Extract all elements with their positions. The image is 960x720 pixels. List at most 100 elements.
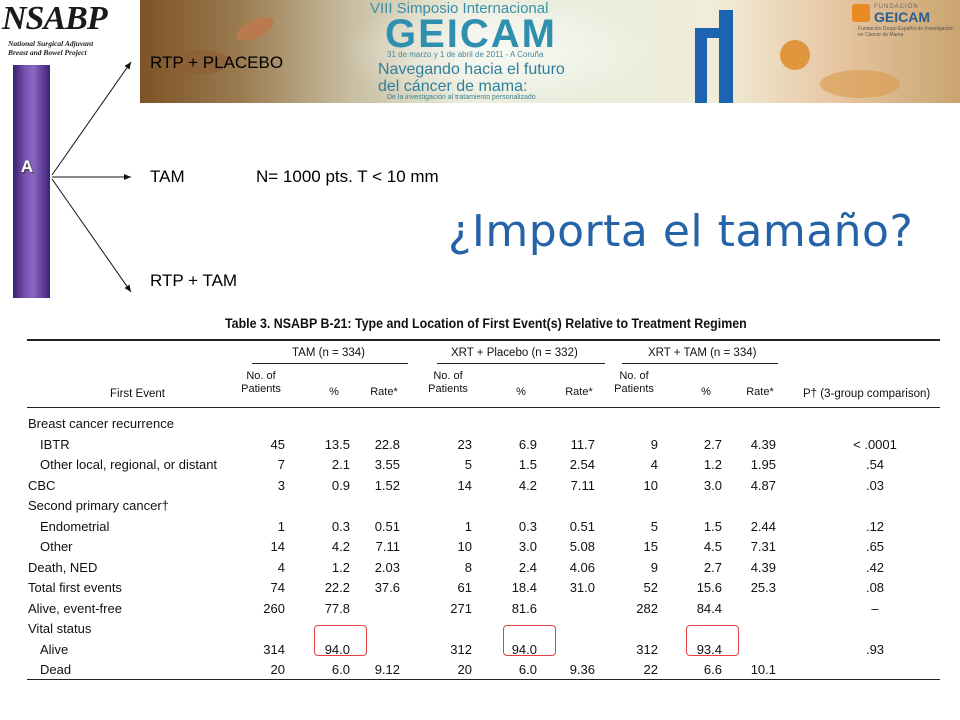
- randomization-label: A: [20, 157, 34, 176]
- group-header-tam: TAM (n = 334): [292, 347, 365, 359]
- table-cell: 5: [650, 518, 658, 534]
- table-cell: 45: [270, 436, 285, 452]
- table-cell: 271: [450, 600, 472, 616]
- geicam-logo-name: GEICAM: [874, 9, 930, 25]
- banner-edition: VIII Simposio Internacional: [370, 0, 549, 17]
- subheader-pct: %: [701, 386, 711, 398]
- table-cell: 314: [263, 641, 285, 657]
- table-cell: 13.5: [324, 436, 350, 452]
- row-label: CBC: [28, 477, 56, 493]
- subheader-rate: Rate*: [370, 386, 398, 398]
- table-cell: 94.0: [324, 641, 350, 657]
- row-label: Endometrial: [40, 518, 110, 534]
- table-cell: 14: [457, 477, 472, 493]
- table-cell: 4.2: [518, 477, 537, 493]
- table-cell: 2.4: [518, 559, 537, 575]
- table-cell: 22.8: [374, 436, 400, 452]
- table-cell: 4: [277, 559, 285, 575]
- table-cell: 2.7: [703, 559, 722, 575]
- group-header-xrt-placebo: XRT + Placebo (n = 332): [451, 347, 578, 359]
- table-row: IBTR 45 13.5 22.8 23 6.9 11.7 9 2.7 4.39 < .0001: [0, 435, 960, 455]
- p-value-cell: .12: [865, 518, 885, 534]
- table-cell: 4.5: [703, 539, 722, 554]
- table-cell: 312: [636, 641, 658, 657]
- table-cell: 10.1: [750, 662, 776, 677]
- subheader-no-patients: No. of Patients: [614, 370, 654, 395]
- table-cell: 23: [457, 436, 472, 452]
- table-cell: 84.4: [696, 600, 722, 616]
- table-cell: 282: [636, 600, 658, 616]
- banner-brand: GEICAM: [385, 12, 557, 56]
- table-cell: 81.6: [511, 600, 537, 616]
- table-cell: 3.0: [703, 477, 722, 493]
- table-cell: 0.3: [331, 518, 350, 534]
- table-cell: 10: [643, 477, 658, 493]
- table-cell: 9: [650, 436, 658, 452]
- table-cell: 61: [457, 580, 472, 595]
- table-cell: 7.11: [570, 477, 595, 493]
- geicam-banner: VIII Simposio Internacional GEICAM 31 de…: [140, 0, 960, 103]
- p-value-cell: .54: [865, 457, 885, 472]
- table-top-rule: [27, 339, 940, 341]
- table-cell: 2.1: [331, 457, 350, 472]
- table-cell: 312: [450, 641, 472, 657]
- row-label: Breast cancer recurrence: [28, 416, 174, 431]
- table-cell: 31.0: [569, 580, 595, 595]
- banner-decoration-left-2: [170, 50, 230, 74]
- arrow-to-arm1: [51, 61, 132, 176]
- table-bottom-rule: [27, 679, 940, 680]
- table-cell: 4.06: [569, 559, 595, 575]
- row-label: Vital status: [28, 621, 92, 636]
- group-rule-tam: [252, 363, 408, 364]
- table-cell: 5.08: [569, 539, 595, 554]
- table-row: Dead 20 6.0 9.12 20 6.0 9.36 22 6.6 10.1: [0, 660, 960, 680]
- slide-title: ¿Importa el tamaño?: [448, 206, 914, 257]
- table-cell: 5: [464, 457, 472, 472]
- table-cell: 260: [263, 600, 285, 616]
- table-cell: 9.36: [569, 662, 595, 677]
- subheader-pct: %: [329, 386, 339, 398]
- table-row: Second primary cancer†: [0, 496, 960, 516]
- table-cell: 94.0: [511, 641, 537, 657]
- geicam-logo-foundation: FUNDACIÓN: [874, 4, 919, 10]
- table-row: Vital status: [0, 619, 960, 639]
- table-cell: 1.95: [750, 457, 776, 472]
- row-label: Other: [40, 539, 73, 554]
- table-row: Other 14 4.2 7.11 10 3.0 5.08 15 4.5 7.31 .65: [0, 537, 960, 557]
- table-cell: 3: [277, 477, 285, 493]
- table-cell: 15.6: [696, 580, 722, 595]
- subheader-pct: %: [516, 386, 526, 398]
- p-value-cell: .42: [865, 559, 885, 575]
- table-cell: 11.7: [570, 436, 595, 452]
- table-cell: 20: [270, 662, 285, 677]
- table-cell: 2.54: [569, 457, 595, 472]
- banner-tagline-1: Navegando hacia el futuro: [378, 61, 565, 78]
- p-value-cell: .08: [865, 580, 885, 595]
- table-cell: 9: [650, 559, 658, 575]
- table-cell: 6.0: [331, 662, 350, 677]
- highlight-box-xrt-tam-alive: [686, 625, 739, 656]
- geicam-logo-description: Fundación Grupo Español de Investigación…: [858, 26, 954, 38]
- table-cell: 1.5: [703, 518, 722, 534]
- banner-tagline-2: del cáncer de mama:: [378, 78, 528, 95]
- table-cell: 4.2: [331, 539, 350, 554]
- table-cell: 4: [650, 457, 658, 472]
- row-label: Alive: [40, 641, 69, 657]
- table-cell: 37.6: [374, 580, 400, 595]
- row-label: IBTR: [40, 436, 70, 452]
- table-cell: 0.3: [518, 518, 537, 534]
- table-cell: 4.39: [750, 436, 776, 452]
- table-cell: 74: [270, 580, 285, 595]
- arm-tam: TAM: [150, 167, 185, 186]
- subheader-rate: Rate*: [565, 386, 593, 398]
- geicam-logo: FUNDACIÓN GEICAM Fundación Grupo Español…: [852, 4, 956, 40]
- table-cell: 1.2: [703, 457, 722, 472]
- p-value-cell: .65: [865, 539, 885, 554]
- table-row: Death, NED 4 1.2 2.03 8 2.4 4.06 9 2.7 4.39 .42: [0, 558, 960, 578]
- table-cell: 2.44: [750, 518, 776, 534]
- table-row: Breast cancer recurrence: [0, 414, 960, 434]
- table-cell: 6.0: [518, 662, 537, 677]
- table-cell: 10: [457, 539, 472, 554]
- group-rule-xrt-tam: [622, 363, 778, 364]
- banner-decoration-right-2: [820, 70, 900, 98]
